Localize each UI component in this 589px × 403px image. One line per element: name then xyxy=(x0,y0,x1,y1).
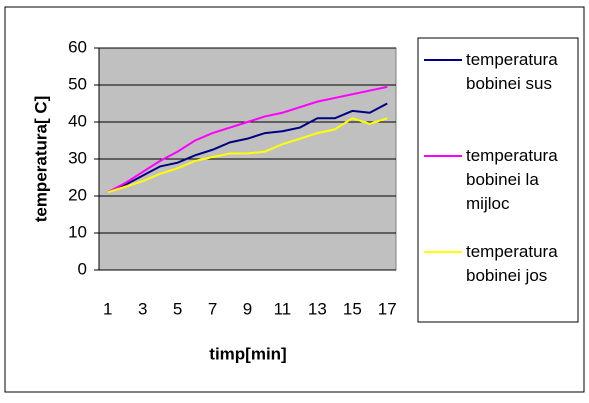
data-line xyxy=(107,102,388,194)
x-tick-label: 5 xyxy=(173,299,182,318)
y-tick-label: 50 xyxy=(68,74,87,93)
x-tick-label: 11 xyxy=(274,299,292,318)
y-axis-title: temperatura[ C] xyxy=(31,96,50,223)
x-tick-label: 15 xyxy=(343,299,362,318)
legend-swatch xyxy=(424,251,462,253)
data-line xyxy=(107,85,388,194)
y-tick-label: 10 xyxy=(68,222,87,241)
legend-label: temperatura bobinei jos xyxy=(466,242,558,285)
y-tick-label: 20 xyxy=(68,185,87,204)
x-tick-label: 7 xyxy=(208,299,217,318)
x-tick-label: 1 xyxy=(103,299,112,318)
x-tick-label: 9 xyxy=(243,299,252,318)
legend-box xyxy=(417,37,579,323)
legend-swatch xyxy=(424,59,462,61)
legend-swatch xyxy=(424,155,462,157)
x-axis-title: timp[min] xyxy=(209,344,286,363)
legend-label: temperatura bobinei la mijloc xyxy=(466,146,558,213)
x-tick-label: 13 xyxy=(308,299,327,318)
x-tick-label: 3 xyxy=(138,299,147,318)
y-tick-label: 40 xyxy=(68,111,87,130)
y-tick-label: 30 xyxy=(68,148,87,167)
y-tick-label: 0 xyxy=(78,259,87,278)
y-tick-label: 60 xyxy=(68,37,87,56)
x-tick-label: 17 xyxy=(378,299,397,318)
legend-label: temperatura bobinei sus xyxy=(466,50,558,93)
data-line xyxy=(107,117,388,194)
